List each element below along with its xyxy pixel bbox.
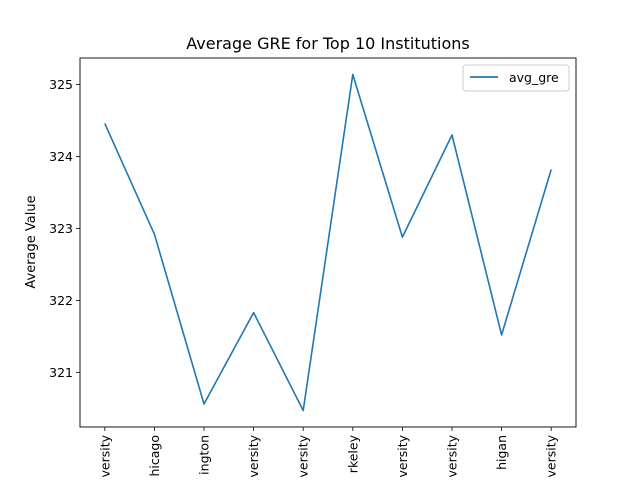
x-tick-label: hicago (147, 435, 162, 477)
x-tick-label: versity (445, 434, 460, 477)
x-tick-label: versity (544, 434, 559, 477)
y-tick-label: 323 (49, 221, 73, 236)
y-axis-label: Average Value (24, 195, 39, 288)
plot-area: 321 322 323 324 325 versity hicago ington versit… (49, 57, 577, 478)
plot-frame (79, 57, 577, 428)
x-tick-label: versity (246, 434, 261, 477)
legend-label: avg_gre (509, 70, 559, 85)
legend-frame (462, 64, 570, 92)
y-tick-label: 322 (49, 293, 73, 308)
x-tick-label: versity (296, 434, 311, 477)
y-tick-label: 324 (49, 149, 73, 164)
x-tick-label: higan (494, 435, 509, 470)
x-tick-label: versity (395, 434, 410, 477)
legend: avg_gre (462, 64, 570, 92)
chart-title: Average GRE for Top 10 Institutions (186, 34, 469, 53)
y-tick-label: 321 (49, 365, 73, 380)
x-tick-label: ington (197, 435, 212, 475)
x-tick-label: versity (97, 434, 112, 477)
y-tick-label: 325 (49, 77, 73, 92)
x-tick-label: rkeley (345, 434, 360, 473)
series-line-0 (104, 73, 552, 412)
